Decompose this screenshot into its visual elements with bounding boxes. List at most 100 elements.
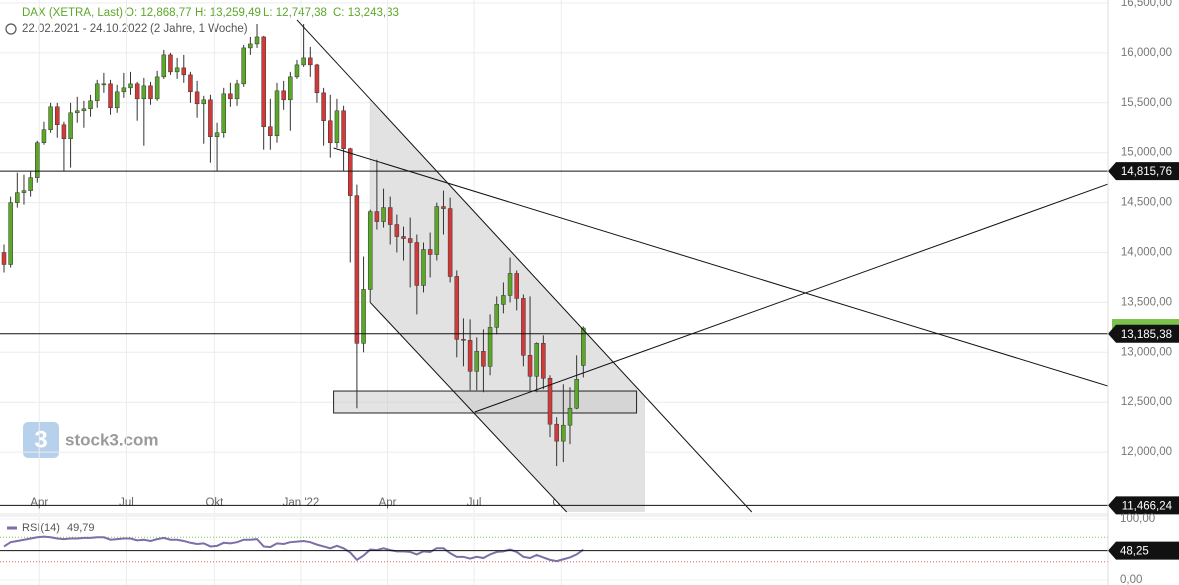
candle-body: [281, 90, 286, 101]
candle-body: [581, 327, 586, 366]
candle-body: [154, 76, 160, 100]
candle-body: [228, 93, 233, 100]
y-tick-label: 14,000,00: [1121, 247, 1172, 259]
candle-body: [567, 407, 573, 426]
candle-body: [241, 47, 246, 85]
candle-body: [401, 236, 406, 239]
price-label-box: [1108, 496, 1179, 515]
rsi-name: RSI(14): [22, 522, 60, 534]
candle-body: [514, 273, 519, 299]
candle-body: [81, 108, 87, 112]
candle-body: [254, 36, 260, 45]
candle-body: [334, 110, 340, 143]
candle-body: [421, 249, 426, 286]
chart-title: DAX (XETRA, Last): [22, 7, 123, 19]
candle-body: [74, 110, 80, 114]
candle-body: [101, 83, 107, 86]
clock-icon: [5, 23, 17, 35]
ohlc-value: L: 12,747,38: [263, 7, 327, 19]
candle-body: [288, 76, 293, 101]
period: 22.02.2021 - 24.10.2022: [22, 23, 147, 35]
candle-body: [48, 106, 53, 130]
candle-body: [248, 43, 253, 49]
candle-body: [94, 83, 100, 102]
candle-body: [467, 340, 473, 372]
candle-body: [394, 224, 400, 237]
candle-body: [221, 93, 226, 133]
candle-body: [367, 211, 373, 290]
logo-icon: [23, 422, 59, 458]
candle-body: [547, 378, 553, 425]
candle-body: [374, 211, 380, 222]
zone: [333, 390, 638, 414]
trendline: [333, 147, 1109, 387]
candle-body: [194, 91, 200, 105]
candle-body: [381, 207, 386, 222]
candle-body: [321, 92, 326, 122]
trendline: [474, 183, 1109, 413]
candle-body: [134, 83, 140, 100]
candle-body: [494, 304, 499, 328]
candle-body: [328, 120, 333, 143]
candle-body: [341, 110, 346, 149]
candle-body: [308, 57, 313, 66]
candle-body: [314, 64, 320, 94]
candle-body: [201, 99, 207, 105]
y-tick-label: 12,000,00: [1121, 446, 1172, 458]
candle-body: [8, 202, 13, 265]
y-tick-label: 14,500,00: [1121, 197, 1172, 209]
rsi-tick-label: 0,00: [1120, 574, 1142, 585]
candle-body: [128, 83, 133, 89]
candle-body: [561, 424, 566, 442]
candle-body: [274, 90, 280, 136]
candle-body: [454, 276, 460, 340]
candle-body: [407, 238, 413, 243]
candle-body: [361, 289, 366, 344]
y-tick-label: 15,500,00: [1121, 97, 1172, 109]
logo-glyph: 3: [34, 426, 47, 453]
candle-body: [554, 423, 559, 442]
candle-body: [28, 177, 33, 191]
candle-body: [541, 343, 546, 379]
x-tick-label: Jan '22: [283, 497, 320, 509]
x-tick-label: Jul: [467, 497, 482, 509]
candle-body: [574, 379, 579, 409]
candle-body: [174, 67, 180, 73]
rsi-line: [3, 535, 584, 563]
x-tick-label: Apr: [379, 497, 397, 509]
y-tick-label: 15,000,00: [1121, 147, 1172, 159]
candle-body: [521, 298, 526, 356]
x-tick-label: Okt: [205, 497, 224, 509]
candle-body: [208, 99, 213, 137]
candle-body: [141, 85, 147, 100]
candle-body: [168, 54, 173, 73]
candle-body: [294, 64, 300, 78]
candle-body: [61, 124, 67, 139]
candle-body: [507, 273, 513, 296]
x-tick-label: Jul: [119, 497, 134, 509]
candle-body: [501, 295, 506, 305]
rsi-tick-label: 100,00: [1120, 513, 1155, 525]
candle-body: [68, 112, 73, 139]
rsi-hline-label: 48,25: [1120, 546, 1149, 558]
candle-body: [88, 100, 93, 110]
watermark: stock3.com: [65, 430, 159, 449]
candle-body: [301, 57, 306, 66]
candle-body: [387, 207, 393, 225]
candle-body: [354, 195, 360, 344]
panel-separator: [0, 513, 1108, 517]
ohlc-value: C: 13,243,33: [333, 7, 399, 19]
candle-body: [108, 83, 113, 109]
price-label: 13,185,38: [1121, 329, 1172, 341]
candle-body: [234, 83, 240, 100]
y-tick-label: 16,000,00: [1121, 47, 1172, 59]
candle-body: [487, 327, 493, 367]
candle-body: [21, 190, 27, 193]
candle-body: [434, 206, 440, 255]
candle-body: [447, 208, 453, 277]
rsi-value: 49,79: [67, 522, 95, 534]
rsi-label-box: [1108, 541, 1179, 560]
candle-body: [268, 126, 273, 136]
